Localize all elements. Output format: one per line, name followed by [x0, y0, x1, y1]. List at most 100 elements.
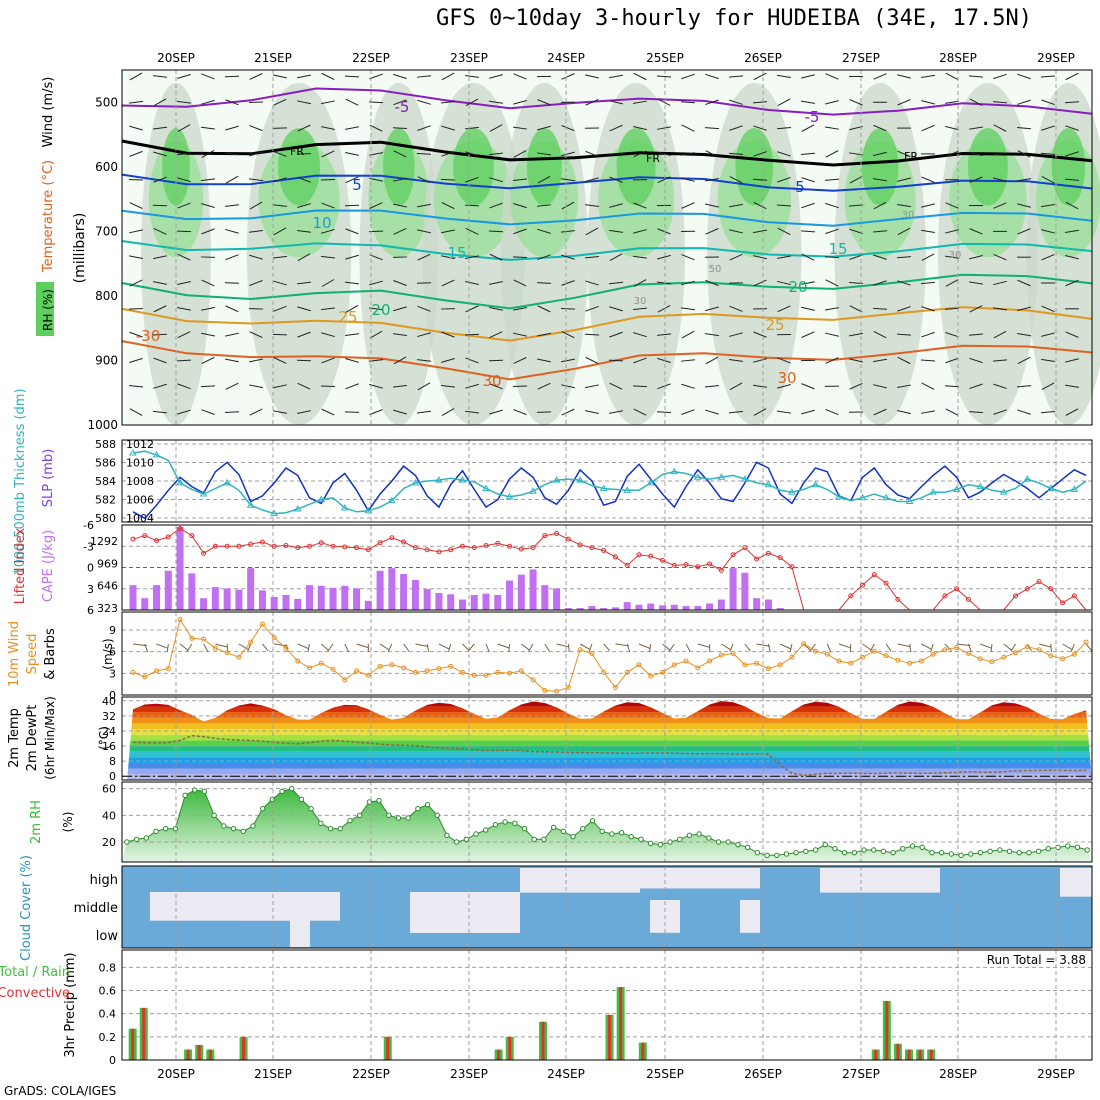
cape-bar — [706, 603, 714, 610]
cloud-clear-patch — [290, 906, 310, 947]
rh-marker — [822, 841, 828, 848]
rh-marker — [182, 792, 188, 799]
wind-barb — [440, 178, 456, 181]
temp-tick-label: 40 — [102, 695, 116, 708]
thickness-marker — [1070, 485, 1079, 492]
thickness-marker — [340, 504, 349, 511]
isotherm-label: 25 — [338, 308, 357, 326]
wind-barb-10m — [789, 643, 793, 653]
wind-barb — [560, 307, 576, 310]
lifted-index-marker — [495, 540, 501, 546]
thickness-marker — [270, 509, 279, 517]
wind-barb — [585, 384, 599, 389]
wind-barb — [657, 151, 671, 156]
lifted-index-marker — [471, 545, 477, 551]
wind-barb — [777, 227, 791, 235]
wind-barb — [681, 73, 695, 80]
cape-bar — [741, 572, 749, 610]
wind-barb — [969, 255, 983, 260]
wind-barb — [825, 150, 839, 158]
wind10-axis-label-3: & Barbs — [43, 628, 58, 680]
wind-barb — [225, 305, 239, 313]
cape-bar — [729, 568, 737, 610]
wind-speed-marker — [671, 662, 677, 668]
rh-marker — [919, 844, 925, 851]
wind-speed-marker — [448, 663, 454, 669]
wind-barb — [177, 177, 191, 183]
wind-barb — [464, 74, 480, 78]
lifted-index-marker — [401, 539, 407, 545]
wind-barb — [297, 382, 311, 390]
wind-tick-label: 3 — [109, 667, 116, 680]
rh-shade — [861, 128, 899, 206]
wind-barb — [729, 99, 743, 105]
wind-barb — [608, 229, 624, 233]
wind-barb — [633, 150, 647, 158]
wind-barb-10m — [497, 643, 510, 649]
cape-bar — [611, 607, 619, 610]
wind-speed-marker — [624, 669, 630, 675]
wind-barb — [441, 279, 455, 287]
wind-barb — [945, 331, 959, 338]
wind-speed-marker — [707, 658, 713, 664]
wind-barb-10m — [838, 643, 851, 649]
wind10-axis-label-2: Speed — [25, 634, 40, 675]
wind-barb — [177, 74, 191, 79]
wind-barb — [345, 228, 359, 235]
wind-barb — [296, 281, 312, 285]
wind-barb — [680, 101, 696, 104]
wind-speed-marker — [1048, 653, 1054, 659]
wind-barb — [536, 204, 552, 207]
wind-barb — [321, 72, 335, 80]
wind-barb — [969, 151, 983, 157]
lifted-index-marker — [1060, 600, 1066, 606]
cape-bar — [129, 585, 137, 610]
wind-barb-10m — [662, 643, 671, 651]
wind-barb — [249, 358, 263, 363]
wind-barb — [441, 229, 455, 234]
rh-marker — [589, 817, 596, 824]
rh-marker — [793, 849, 799, 856]
temp-tick-label: 32 — [102, 710, 116, 723]
cape-bar — [176, 526, 184, 610]
lifted-index-marker — [1071, 593, 1077, 599]
wind-barb — [1064, 178, 1080, 181]
lifted-index-marker — [389, 535, 395, 541]
wind-barb-10m — [756, 643, 770, 647]
wind-barb — [752, 178, 768, 181]
wind-barb — [1017, 306, 1031, 311]
lifted-index-marker — [718, 567, 724, 573]
wind-barb — [152, 75, 168, 78]
cape-tick-label: 969 — [97, 557, 118, 570]
wind-barb — [488, 152, 504, 156]
rh-marker — [444, 832, 450, 839]
wind-barb — [248, 230, 264, 233]
wind-barb-10m — [144, 643, 149, 652]
lifted-index-marker — [754, 556, 760, 562]
wind-barb — [897, 99, 911, 106]
wind-barb — [488, 230, 504, 233]
wind-barb — [993, 409, 1007, 415]
wind-speed-marker — [365, 672, 371, 678]
lifted-index-marker — [295, 545, 301, 551]
wind-barb — [272, 255, 288, 259]
wind-barb — [656, 333, 672, 336]
thickness-marker — [435, 476, 443, 483]
temp-axis-label-1: 2m Temp — [7, 708, 22, 768]
pressure-tick-label: 500 — [95, 95, 118, 109]
pressure-axis-label: (millibars) — [72, 213, 88, 284]
rh-marker — [715, 839, 722, 845]
slp-tick-label: 1012 — [126, 438, 154, 451]
thickness-marker — [858, 493, 867, 501]
wind-barb — [513, 409, 527, 416]
lifted-index-marker — [330, 543, 336, 549]
slp-axis-label: SLP (mb) — [41, 449, 56, 508]
lifted-tick-label: 6 — [87, 604, 94, 617]
wind-barb-10m — [869, 643, 875, 652]
wind-barb — [657, 98, 671, 106]
wind-barb — [177, 281, 191, 285]
rh2m-unit-label: (%) — [61, 812, 75, 833]
precip-convective-bar — [508, 1036, 512, 1060]
precip-convective-bar — [131, 1028, 135, 1060]
thickness-marker — [458, 476, 467, 483]
